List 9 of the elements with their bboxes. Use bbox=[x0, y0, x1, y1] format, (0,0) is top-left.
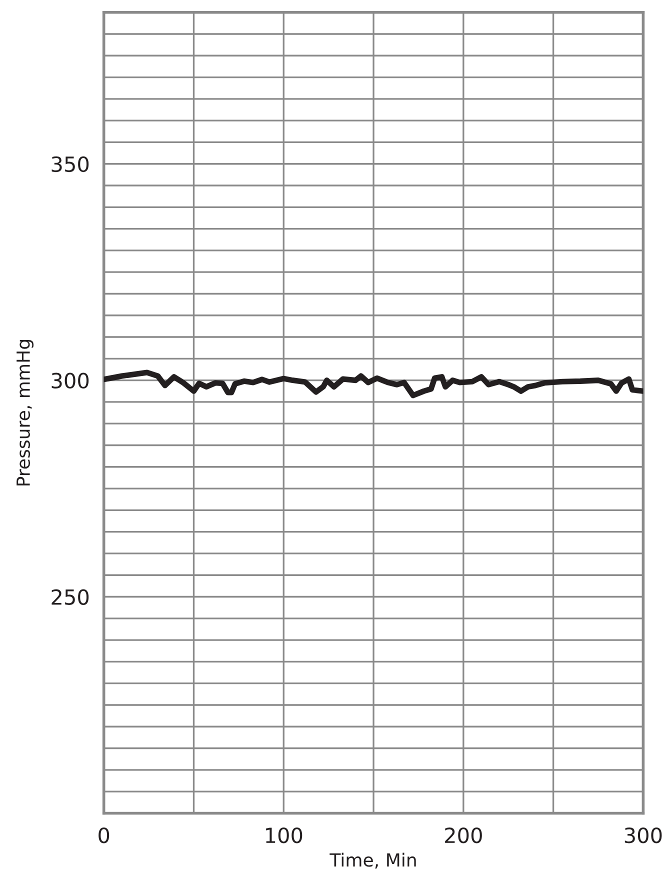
y-tick-label: 350 bbox=[52, 156, 89, 172]
x-tick-label: 200 bbox=[445, 827, 482, 844]
y-tick-label: 250 bbox=[52, 589, 89, 605]
x-tick-label: 300 bbox=[624, 827, 662, 844]
x-tick-label: 0 bbox=[98, 827, 110, 844]
x-tick-label: 100 bbox=[266, 827, 302, 844]
x-axis-title: Time, Min bbox=[330, 852, 416, 869]
y-axis-title: Pressure, mmHg bbox=[16, 340, 34, 486]
y-tick-label: 300 bbox=[52, 372, 89, 389]
